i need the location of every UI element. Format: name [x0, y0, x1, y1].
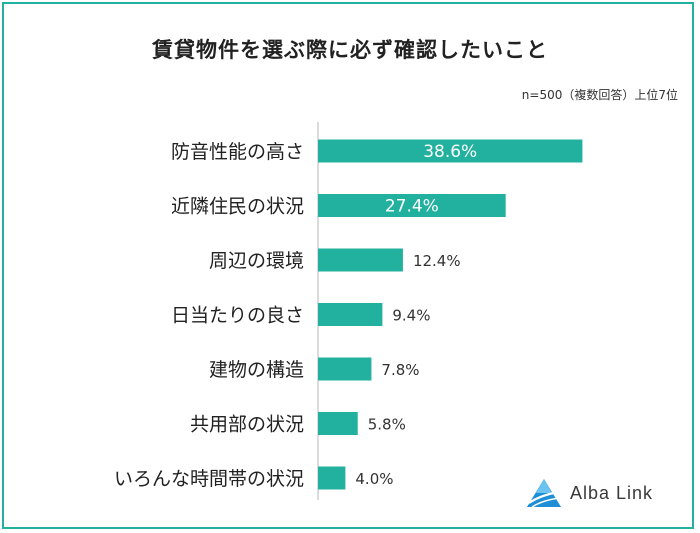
value-label: 12.4%: [413, 252, 461, 270]
logo-text: Alba Link: [570, 482, 654, 503]
bar: [318, 303, 383, 326]
sample-note: n=500（複数回答）上位7位: [521, 88, 678, 102]
bar: [318, 466, 346, 490]
value-label: 7.8%: [381, 361, 419, 379]
category-label: 日当たりの良さ: [171, 305, 304, 327]
bar: [318, 139, 583, 163]
alba-link-logo-icon: [527, 479, 561, 508]
value-label: 27.4%: [385, 197, 439, 217]
bar: [318, 412, 358, 435]
value-label: 9.4%: [392, 307, 430, 325]
bar: [318, 194, 506, 217]
value-label: 5.8%: [368, 416, 406, 434]
value-label: 38.6%: [423, 142, 477, 162]
category-label: いろんな時間帯の状況: [114, 468, 304, 490]
category-label: 近隣住民の状況: [171, 196, 304, 218]
category-label: 建物の構造: [209, 359, 304, 381]
category-label: 共用部の状況: [190, 414, 304, 436]
bar: [318, 357, 372, 381]
alba-link-logo: Alba Link: [526, 478, 653, 508]
category-label: 防音性能の高さ: [171, 141, 304, 163]
value-label: 4.0%: [355, 470, 393, 488]
bar: [318, 248, 403, 272]
category-label: 周辺の環境: [209, 250, 304, 272]
chart-title: 賃貸物件を選ぶ際に必ず確認したいこと: [152, 38, 548, 62]
